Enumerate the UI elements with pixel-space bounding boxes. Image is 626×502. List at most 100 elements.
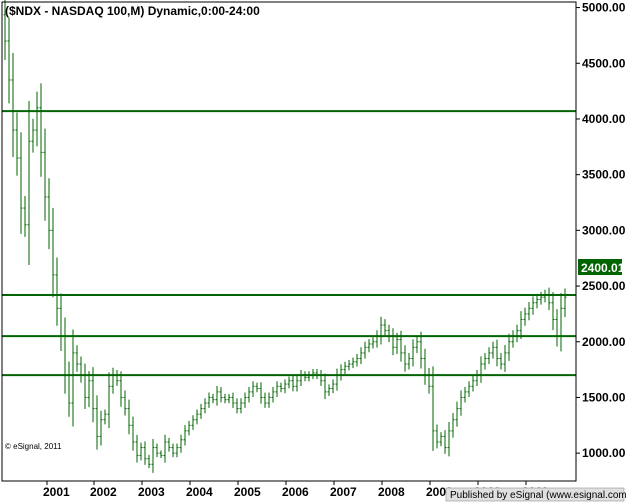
ohlc-bar	[543, 289, 547, 303]
ohlc-bar	[55, 257, 59, 326]
ohlc-bar	[319, 370, 323, 386]
ohlc-bar	[299, 369, 303, 387]
ohlc-bar	[383, 319, 387, 337]
ohlc-bar	[531, 296, 535, 315]
y-tick-label: 1000.00	[582, 446, 626, 460]
ohlc-bar	[203, 398, 207, 414]
ohlc-bar	[3, 0, 7, 60]
ohlc-bar	[23, 195, 27, 237]
ohlc-bar	[175, 443, 179, 458]
ohlc-bar	[59, 293, 63, 351]
ohlc-bar	[163, 434, 167, 463]
ohlc-bar	[263, 392, 267, 408]
ohlc-bar	[231, 392, 235, 408]
ohlc-bar	[335, 368, 339, 391]
ohlc-bar	[259, 382, 263, 404]
ohlc-bar	[79, 356, 83, 383]
ohlc-bar	[407, 352, 411, 370]
ohlc-bar	[315, 369, 319, 380]
ohlc-bar	[143, 441, 147, 465]
x-tick-label: 2002	[90, 485, 117, 499]
credit-box	[445, 487, 625, 502]
ohlc-bar	[511, 330, 515, 348]
ohlc-bar	[527, 302, 531, 321]
y-tick-label: 2500.00	[582, 279, 626, 293]
ohlc-bar	[347, 359, 351, 371]
ohlc-bar	[227, 393, 231, 404]
ohlc-bar	[503, 345, 507, 372]
ohlc-bar	[135, 434, 139, 463]
ohlc-bar	[391, 328, 395, 356]
ohlc-bar	[91, 367, 95, 423]
ohlc-bar	[211, 393, 215, 404]
ohlc-bar	[507, 333, 511, 361]
ohlc-bar	[51, 207, 55, 298]
ohlc-bar	[179, 434, 183, 453]
y-tick-label: 5000.00	[582, 1, 626, 15]
ohlc-bar	[19, 132, 23, 234]
ohlc-bar	[171, 443, 175, 458]
ohlc-bar	[323, 373, 327, 400]
ohlc-bar	[83, 363, 87, 410]
ohlc-bar	[63, 317, 67, 394]
ohlc-bar	[39, 83, 43, 177]
ohlc-bar	[475, 369, 479, 387]
ohlc-bar	[331, 379, 335, 394]
ohlc-bar	[351, 357, 355, 369]
ohlc-bar	[279, 382, 283, 393]
ohlc-bar	[35, 91, 39, 147]
ohlc-bar	[439, 432, 443, 447]
ohlc-bar	[371, 337, 375, 349]
ohlc-bar	[559, 293, 563, 352]
x-tick-label: 2003	[138, 485, 165, 499]
y-tick-label: 4000.00	[582, 112, 626, 126]
ohlc-bar	[491, 341, 495, 359]
ohlc-bar	[479, 356, 483, 383]
ohlc-bar	[443, 430, 447, 454]
ohlc-bar	[199, 403, 203, 419]
ohlc-bar	[375, 330, 379, 348]
ohlc-bar	[291, 375, 295, 392]
ohlc-bar	[119, 371, 123, 407]
ohlc-bar	[127, 399, 131, 435]
ohlc-bar	[387, 324, 391, 343]
ohlc-bar	[287, 376, 291, 389]
ohlc-bar	[27, 101, 31, 265]
ohlc-bar	[487, 347, 491, 365]
ohlc-bar	[7, 17, 11, 104]
ohlc-bar	[519, 311, 523, 339]
ohlc-bar	[499, 353, 503, 370]
x-tick-label: 2005	[234, 485, 261, 499]
ohlc-bar	[215, 386, 219, 406]
y-tick-label: 3500.00	[582, 168, 626, 182]
ohlc-bar	[459, 390, 463, 416]
ohlc-bar	[207, 392, 211, 408]
ohlc-bar	[339, 364, 343, 381]
ohlc-bar	[363, 341, 367, 359]
ohlc-bar	[283, 379, 287, 394]
ohlc-bar	[303, 371, 307, 382]
ohlc-bar	[195, 409, 199, 425]
ohlc-bar	[183, 425, 187, 446]
ohlc-bar	[555, 309, 559, 347]
ohlc-bar	[551, 292, 555, 331]
ohlc-bar	[403, 345, 407, 372]
ohlc-bar	[411, 339, 415, 367]
ohlc-bar	[111, 367, 115, 394]
x-tick-label: 2001	[43, 485, 70, 499]
plot-background	[2, 2, 576, 481]
ohlc-bar	[235, 398, 239, 414]
ohlc-bar	[11, 52, 15, 158]
ohlc-bar	[267, 392, 271, 408]
ohlc-bar	[463, 386, 467, 403]
ohlc-bar	[151, 439, 155, 473]
ohlc-bar	[431, 366, 435, 451]
ohlc-bar	[471, 375, 475, 392]
last-value-label: 2400.01	[581, 261, 625, 275]
ohlc-bar	[415, 335, 419, 354]
ohlc-bar	[251, 381, 255, 397]
y-tick-label: 2000.00	[582, 335, 626, 349]
ohlc-bar	[87, 371, 91, 408]
ohlc-bar	[419, 331, 423, 369]
y-tick-label: 4500.00	[582, 56, 626, 70]
